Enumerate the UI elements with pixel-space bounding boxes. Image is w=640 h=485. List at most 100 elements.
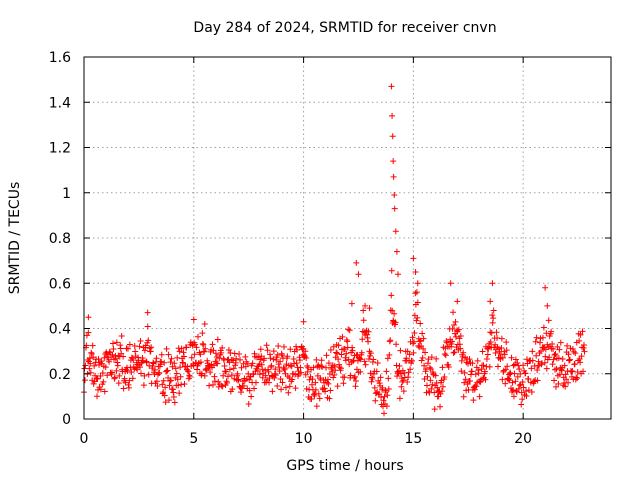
- data-point: [109, 351, 116, 358]
- data-point: [261, 355, 268, 362]
- data-point: [310, 364, 317, 371]
- data-point: [233, 355, 240, 362]
- data-point: [385, 375, 392, 382]
- data-point: [113, 339, 120, 346]
- data-point: [488, 329, 495, 336]
- data-point: [420, 335, 427, 342]
- data-point: [229, 386, 236, 393]
- data-point: [413, 289, 420, 296]
- data-point: [86, 365, 93, 372]
- data-point: [386, 351, 393, 358]
- data-point: [534, 377, 541, 384]
- data-point: [382, 389, 389, 396]
- data-point: [200, 341, 207, 348]
- data-point: [504, 363, 511, 370]
- data-point: [318, 357, 325, 364]
- data-point: [443, 339, 450, 346]
- data-point: [366, 352, 373, 359]
- data-point: [279, 379, 286, 386]
- data-point: [549, 361, 556, 368]
- data-point: [528, 389, 535, 396]
- data-point: [327, 387, 334, 394]
- data-point: [581, 348, 588, 355]
- data-point: [544, 302, 551, 309]
- x-axis-label: GPS time / hours: [286, 458, 403, 474]
- data-point: [221, 362, 228, 369]
- data-point: [296, 357, 303, 364]
- data-point: [326, 395, 333, 402]
- data-point: [414, 280, 421, 287]
- data-point: [514, 359, 521, 366]
- data-point: [370, 356, 377, 363]
- data-point: [285, 389, 292, 396]
- data-point: [405, 369, 412, 376]
- data-point: [139, 357, 146, 364]
- data-point: [323, 352, 330, 359]
- data-point: [486, 363, 493, 370]
- data-point: [548, 328, 555, 335]
- data-point: [390, 173, 397, 180]
- data-point: [130, 357, 137, 364]
- data-point: [454, 298, 461, 305]
- data-point: [566, 356, 573, 363]
- data-point: [551, 377, 558, 384]
- data-point: [128, 369, 135, 376]
- data-point: [373, 368, 380, 375]
- data-point: [292, 385, 299, 392]
- data-point: [214, 336, 221, 343]
- data-point: [126, 341, 133, 348]
- data-point: [494, 335, 501, 342]
- data-point: [83, 332, 90, 339]
- data-point: [451, 349, 458, 356]
- data-point: [419, 354, 426, 361]
- data-point: [94, 393, 101, 400]
- data-point: [287, 346, 294, 353]
- data-point: [259, 366, 266, 373]
- data-point: [101, 354, 108, 361]
- data-point: [460, 393, 467, 400]
- data-point: [498, 335, 505, 342]
- data-point: [388, 267, 395, 274]
- data-point: [238, 389, 245, 396]
- data-point: [475, 370, 482, 377]
- data-point: [404, 378, 411, 385]
- grid: [84, 57, 611, 419]
- data-point: [323, 379, 330, 386]
- data-point: [252, 379, 259, 386]
- x-tick-label: 20: [514, 431, 532, 447]
- data-point: [94, 375, 101, 382]
- data-point: [316, 395, 323, 402]
- data-point: [270, 356, 277, 363]
- data-point: [215, 383, 222, 390]
- data-point: [516, 366, 523, 373]
- data-point: [441, 374, 448, 381]
- data-point: [186, 373, 193, 380]
- data-point: [499, 354, 506, 361]
- data-point: [348, 300, 355, 307]
- data-point: [472, 371, 479, 378]
- data-point: [579, 328, 586, 335]
- data-point: [569, 345, 576, 352]
- data-point: [141, 372, 148, 379]
- data-point: [335, 342, 342, 349]
- data-point: [572, 350, 579, 357]
- data-point: [489, 280, 496, 287]
- data-point: [136, 343, 143, 350]
- data-point: [190, 316, 197, 323]
- y-tick-label: 1.2: [49, 141, 71, 157]
- data-point: [195, 333, 202, 340]
- data-point: [144, 323, 151, 330]
- data-point: [199, 330, 206, 337]
- data-point: [226, 366, 233, 373]
- data-point: [365, 328, 372, 335]
- data-point: [519, 396, 526, 403]
- data-point: [172, 365, 179, 372]
- data-point: [508, 354, 515, 361]
- data-point: [325, 360, 332, 367]
- data-point: [569, 368, 576, 375]
- data-point: [461, 369, 468, 376]
- data-point: [461, 379, 468, 386]
- data-point: [388, 292, 395, 299]
- data-point: [207, 369, 214, 376]
- data-point: [534, 366, 541, 373]
